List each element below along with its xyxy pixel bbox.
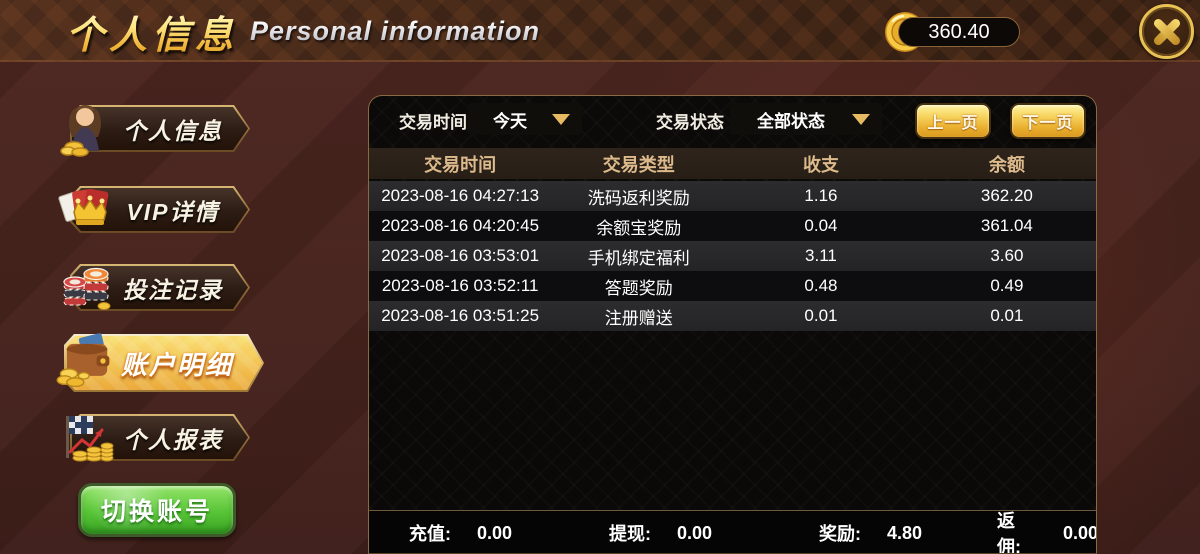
table-cell: 2023-08-16 03:53:01: [381, 246, 540, 265]
sidebar-item-vip-details[interactable]: VIP详情: [56, 181, 271, 239]
next-page-label: 下一页: [1022, 115, 1074, 132]
sidebar-item-personal-info[interactable]: 个人信息: [56, 100, 271, 158]
sidebar-item-label: 个人信息: [123, 117, 223, 144]
switch-account-label: 切换账号: [100, 498, 213, 526]
table-cell: 2023-08-16 04:27:13: [381, 186, 540, 205]
table-cell: 361.04: [980, 216, 1033, 235]
nav-plaque-fill: 投注记录: [72, 266, 248, 309]
sidebar-item-label: 投注记录: [123, 276, 223, 303]
prev-page-button[interactable]: 上一页: [915, 103, 991, 139]
balance-value: 360.40: [928, 21, 990, 43]
table-row: 2023-08-16 03:51:25 注册赠送 0.01 0.01: [369, 301, 1096, 331]
nav-plaque: 个人报表: [70, 414, 250, 461]
table-row: 2023-08-16 03:53:01 手机绑定福利 3.11 3.60: [369, 241, 1096, 271]
close-icon: [1153, 18, 1180, 45]
summary-label: 返佣:: [997, 511, 1021, 554]
summary-reward: 奖励: 4.80: [819, 511, 923, 553]
sidebar-item-label: 账户明细: [120, 349, 233, 380]
column-header-time: 交易时间: [424, 154, 497, 175]
column-header-type: 交易类型: [602, 154, 675, 175]
table-cell: 2023-08-16 03:51:25: [381, 306, 540, 325]
table-header-row: 交易时间 交易类型 收支 余额: [369, 148, 1096, 179]
table-cell: 0.48: [804, 276, 838, 295]
summary-divider: [369, 510, 1096, 511]
sidebar-item-label: 个人报表: [123, 426, 223, 453]
sidebar-item-label: VIP详情: [126, 198, 220, 225]
table-cell: 洗码返利奖励: [587, 188, 690, 208]
summary-value: 4.80: [887, 522, 923, 543]
table-row: 2023-08-16 04:20:45 余额宝奖励 0.04 361.04: [369, 211, 1096, 241]
table-cell: 362.20: [980, 186, 1033, 205]
column-header-amount: 收支: [802, 154, 839, 175]
nav-plaque: VIP详情: [70, 186, 250, 233]
table-cell: 注册赠送: [604, 308, 673, 328]
transaction-status-value: 全部状态: [757, 111, 825, 131]
table-cell: 0.01: [804, 306, 838, 325]
table-cell: 0.04: [804, 216, 838, 235]
transaction-status-label: 交易状态: [656, 113, 724, 132]
table-cell: 2023-08-16 03:52:11: [381, 276, 539, 295]
summary-withdraw: 提现: 0.00: [609, 511, 713, 553]
transaction-status-dropdown[interactable]: 全部状态: [730, 103, 882, 135]
summary-label: 提现:: [609, 524, 651, 544]
table-cell: 3.11: [805, 246, 837, 265]
page-subtitle: Personal information: [250, 16, 541, 46]
summary-value: 0.00: [677, 522, 713, 543]
transactions-panel: 交易时间 今天 交易状态 全部状态 上一页 下一页 交易时间 交易类型 收支 余…: [368, 95, 1097, 554]
nav-plaque-fill: 个人信息: [72, 107, 248, 150]
switch-account-button[interactable]: 切换账号: [78, 483, 236, 537]
page-title: 个人信息: [66, 4, 238, 59]
nav-plaque-fill: 个人报表: [72, 416, 248, 459]
table-cell: 余额宝奖励: [596, 218, 682, 238]
table-cell: 0.01: [990, 306, 1024, 325]
sidebar-item-account-details[interactable]: 账户明细: [56, 332, 271, 396]
prev-page-label: 上一页: [927, 115, 979, 132]
close-button[interactable]: [1139, 4, 1194, 59]
balance-display: 360.40: [898, 17, 1020, 47]
transaction-time-dropdown[interactable]: 今天: [468, 103, 582, 135]
summary-value: 0.00: [1062, 522, 1097, 543]
sidebar-nav: 个人信息 VIP详情: [56, 95, 271, 554]
nav-plaque-fill: 账户明细: [66, 336, 262, 390]
nav-plaque: 账户明细: [64, 334, 264, 392]
transaction-time-value: 今天: [493, 111, 527, 131]
table-cell: 手机绑定福利: [587, 248, 690, 268]
header-bar: 个人信息 Personal information 360.40: [0, 0, 1200, 62]
nav-plaque: 个人信息: [70, 105, 250, 152]
summary-recharge: 充值: 0.00: [409, 511, 513, 553]
table-cell: 2023-08-16 04:20:45: [381, 216, 540, 235]
summary-label: 奖励:: [819, 524, 861, 544]
chevron-down-icon: [852, 113, 870, 125]
summary-bar: 充值: 0.00 提现: 0.00 奖励: 4.80 返佣: 0.00: [369, 511, 1097, 553]
nav-plaque: 投注记录: [70, 264, 250, 311]
table-row: 2023-08-16 03:52:11 答题奖励 0.48 0.49: [369, 271, 1096, 301]
table-body: 2023-08-16 04:27:13 洗码返利奖励 1.16 362.20 2023-…: [369, 181, 1096, 331]
column-header-balance: 余额: [988, 154, 1025, 175]
summary-rebate: 返佣: 0.00: [997, 511, 1097, 553]
table-cell: 答题奖励: [604, 278, 673, 298]
table-cell: 0.49: [990, 276, 1024, 295]
transaction-time-label: 交易时间: [399, 113, 467, 132]
summary-label: 充值:: [409, 524, 451, 544]
sidebar-item-bet-records[interactable]: 投注记录: [56, 259, 271, 317]
next-page-button[interactable]: 下一页: [1010, 103, 1086, 139]
sidebar-item-personal-report[interactable]: 个人报表: [56, 409, 271, 467]
summary-value: 0.00: [477, 522, 513, 543]
table-row: 2023-08-16 04:27:13 洗码返利奖励 1.16 362.20: [369, 181, 1096, 211]
nav-plaque-fill: VIP详情: [72, 188, 248, 231]
chevron-down-icon: [552, 113, 570, 125]
table-cell: 1.16: [804, 186, 838, 205]
table-cell: 3.60: [990, 246, 1024, 265]
